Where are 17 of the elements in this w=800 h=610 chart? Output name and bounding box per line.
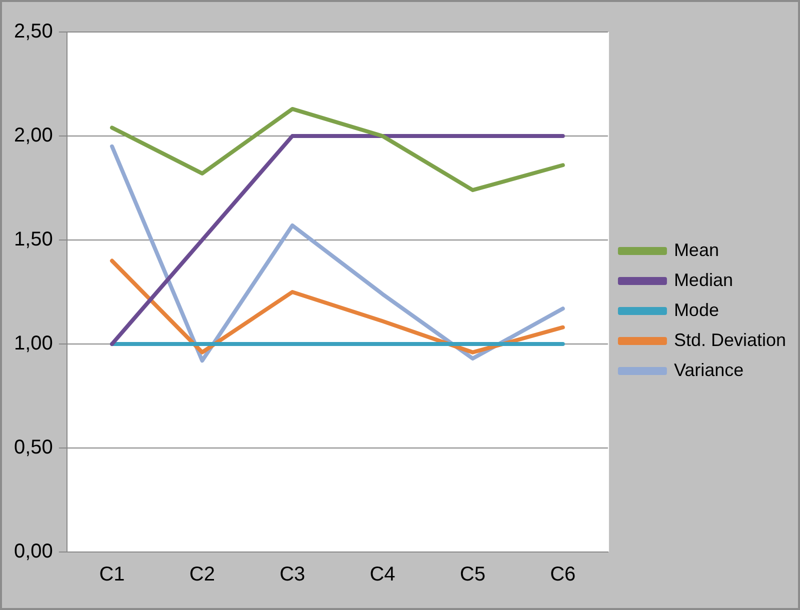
legend-label: Mean <box>674 240 719 260</box>
y-tick-label: 1,50 <box>14 228 53 251</box>
x-tick-label: C2 <box>189 564 215 586</box>
y-tick-label: 0,50 <box>14 436 53 459</box>
y-tick-label: 0,00 <box>14 540 53 563</box>
y-tick-label: 2,00 <box>14 124 53 147</box>
legend-label: Std. Deviation <box>674 330 786 350</box>
x-tick-label: C6 <box>550 564 576 586</box>
x-tick-label: C3 <box>280 564 306 586</box>
x-tick-label: C1 <box>99 564 125 586</box>
legend-label: Mode <box>674 300 719 320</box>
y-tick-label: 1,00 <box>14 332 53 355</box>
legend-label: Median <box>674 270 733 290</box>
x-tick-label: C5 <box>460 564 486 586</box>
x-tick-label: C4 <box>370 564 396 586</box>
y-tick-label: 2,50 <box>14 20 53 43</box>
legend-label: Variance <box>674 360 744 380</box>
